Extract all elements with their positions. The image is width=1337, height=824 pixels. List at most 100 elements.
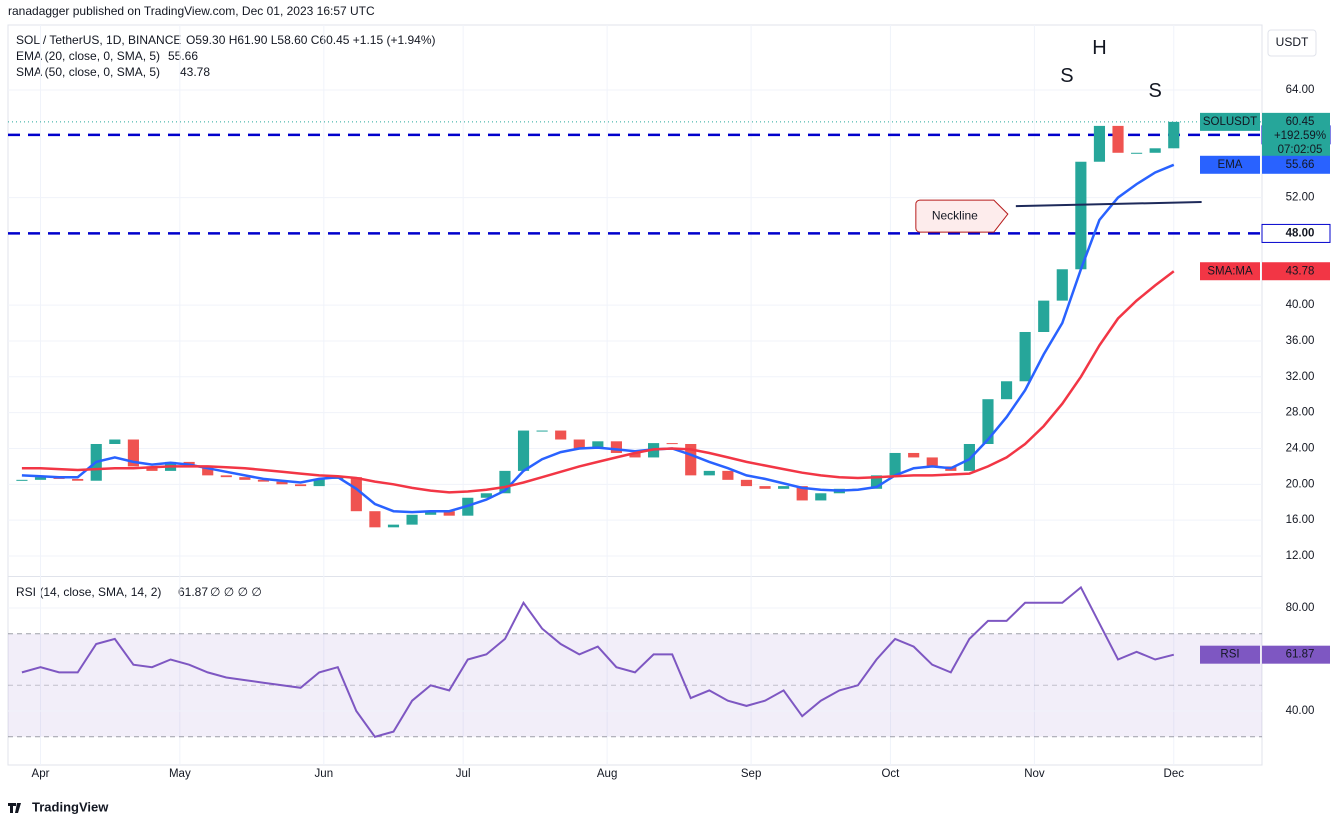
price-tag-box <box>1262 112 1330 159</box>
level-label: 48.00 <box>1286 227 1315 239</box>
pattern-label: S <box>1149 80 1162 102</box>
rsi-tag-value: 61.87 <box>1286 649 1315 661</box>
candle <box>573 439 585 449</box>
candle <box>406 514 418 525</box>
y-tick-label: 16.00 <box>1286 514 1315 526</box>
candle <box>610 441 622 453</box>
rsi-band <box>8 633 1262 737</box>
candle <box>759 486 771 489</box>
candle <box>592 441 604 449</box>
candle <box>1149 148 1161 153</box>
candle <box>72 478 84 481</box>
y-tick-label: 40.00 <box>1286 299 1315 311</box>
candle <box>629 452 641 458</box>
candle <box>1019 331 1031 382</box>
candle <box>740 479 753 487</box>
candle <box>202 466 214 476</box>
ma-tag-name: EMA <box>1218 159 1243 171</box>
y-tick-label: 52.00 <box>1286 192 1315 204</box>
candle <box>555 430 567 440</box>
ma-tag-value-box <box>1262 262 1330 281</box>
rsi-tick-label: 80.00 <box>1286 602 1315 614</box>
price-tag-value: 60.45 <box>1286 116 1315 128</box>
ma-line <box>21 163 1175 514</box>
candle <box>517 430 530 471</box>
sma-legend: SMA (50, close, 0, SMA, 5) <box>16 65 160 79</box>
y-tick-label: 20.00 <box>1286 478 1315 490</box>
x-tick-label: Dec <box>1164 768 1185 780</box>
x-tick-label: Jul <box>456 768 471 780</box>
pattern-label: H <box>1092 37 1106 59</box>
candle <box>16 479 28 481</box>
y-tick-label: 64.00 <box>1286 84 1315 96</box>
candle <box>1075 161 1087 270</box>
candle <box>499 470 511 494</box>
candle <box>889 452 901 476</box>
candle <box>220 475 232 478</box>
y-tick-label: 28.00 <box>1286 407 1315 419</box>
candle <box>1168 121 1180 149</box>
candle <box>257 479 270 482</box>
header: ranadagger published on TradingView.com,… <box>8 4 375 18</box>
neckline <box>1015 201 1202 208</box>
candle <box>146 466 158 471</box>
candle <box>870 475 883 489</box>
candle <box>703 470 715 476</box>
candle <box>1056 269 1068 301</box>
y-tick-label: 32.00 <box>1286 371 1315 383</box>
ma-tag-name: SMA:MA <box>1207 265 1253 277</box>
candle <box>722 470 734 480</box>
ema-legend-value: 55.66 <box>168 49 198 63</box>
candle <box>443 511 455 516</box>
candle <box>387 524 400 528</box>
candle <box>982 399 994 444</box>
x-tick-label: Aug <box>597 768 617 780</box>
candle <box>1112 125 1124 153</box>
y-tick-label: 12.00 <box>1286 550 1315 562</box>
symbol-tag <box>1200 112 1260 131</box>
candle <box>1000 381 1013 400</box>
candle <box>796 486 808 501</box>
ma-tag-box <box>1200 262 1260 281</box>
candle <box>34 477 47 480</box>
price-tag-change: +192.59% <box>1274 130 1326 142</box>
candle <box>295 484 307 487</box>
sma-legend-value: 43.78 <box>180 65 210 79</box>
x-tick-label: May <box>169 768 191 780</box>
ema-legend: EMA (20, close, 0, SMA, 5) <box>16 49 160 63</box>
ohlc: O59.30 H61.90 L58.60 C60.45 +1.15 (+1.94… <box>186 33 436 47</box>
candle <box>1131 152 1143 154</box>
rsi-tag-box <box>1200 645 1260 664</box>
footer: TradingView <box>32 799 109 814</box>
candle <box>778 486 790 489</box>
x-tick-label: Jun <box>315 768 334 780</box>
neckline-callout <box>915 199 1009 233</box>
candle <box>127 439 139 467</box>
rsi-legend-value: 61.87 <box>178 585 208 599</box>
candle <box>666 443 678 445</box>
candle <box>109 439 121 444</box>
rsi-tag-name: RSI <box>1220 649 1239 661</box>
ma-tag-value-box <box>1262 155 1330 174</box>
candle <box>313 478 325 487</box>
candle <box>685 443 697 476</box>
rsi-tag-value-box <box>1262 645 1330 664</box>
neckline-label: Neckline <box>932 208 978 222</box>
candle <box>369 511 381 528</box>
x-tick-label: Apr <box>32 768 50 780</box>
candle <box>1038 300 1050 332</box>
ma-line <box>21 270 1175 494</box>
candle <box>908 452 920 458</box>
price-tag-countdown: 07:02:05 <box>1278 144 1323 156</box>
logo <box>8 803 21 813</box>
currency-box[interactable] <box>1267 29 1317 57</box>
ma-tag-value: 43.78 <box>1286 265 1315 277</box>
y-tick-label: 36.00 <box>1286 335 1315 347</box>
candle <box>425 511 437 515</box>
symbol: SOL / TetherUS, 1D, BINANCE <box>16 33 181 47</box>
ma-tag-box <box>1200 155 1260 174</box>
symbol-tag-name: SOLUSDT <box>1203 116 1257 128</box>
candle <box>1093 125 1106 162</box>
rsi-legend-suffix: ∅ ∅ ∅ ∅ <box>210 585 262 599</box>
